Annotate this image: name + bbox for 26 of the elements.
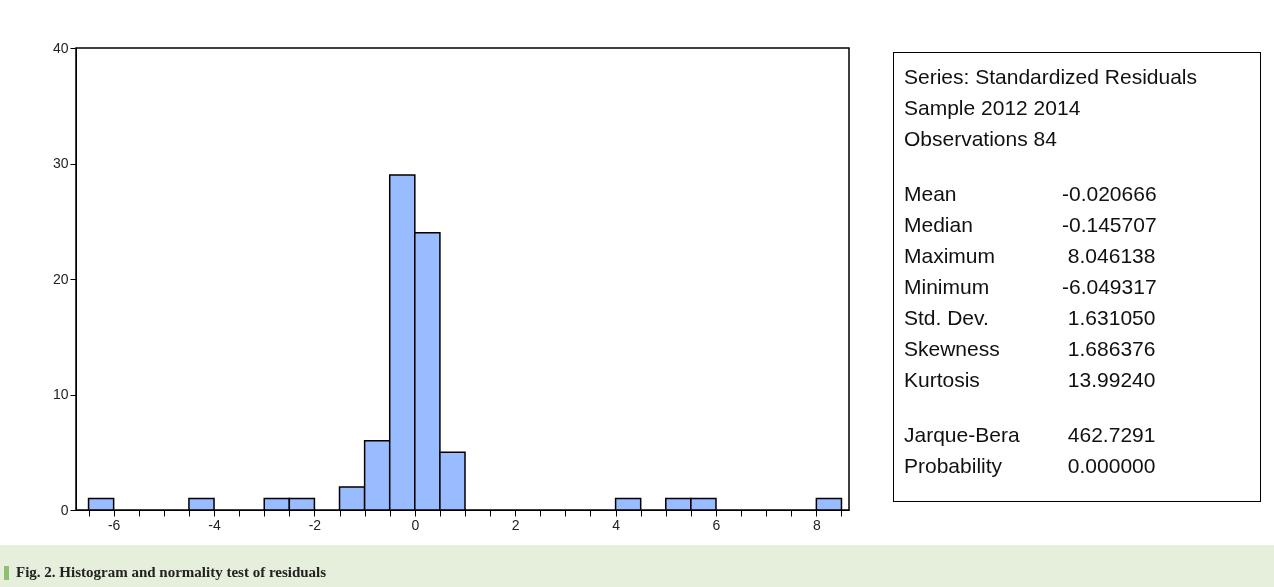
x-tick-label: -2 [308,516,322,533]
text: Maximum 8.046138 [904,244,1156,267]
caption: Fig. 2. Histogram and normality test of residuals [16,564,327,581]
text: Std. Dev. 1.631050 [904,306,1156,329]
x-tick-label: 4 [612,516,621,533]
x-tick-label: 2 [511,516,520,533]
text: Minimum -6.049317 [904,275,1157,298]
text: Observations 84 [904,126,1058,152]
x-tick-label: 6 [712,516,721,533]
y-tick-label: 10 [52,386,69,402]
x-tick-label: -6 [107,516,121,533]
x-tick-label: -4 [208,516,221,533]
y-tick-label: 20 [52,270,69,287]
text: Jarque-Bera 462.7291 [904,423,1156,446]
text: Skewness 1.686376 [904,337,1156,360]
y-tick-label: 30 [52,155,69,171]
text: Median -0.145707 [904,213,1157,236]
text: Sample 2012 2014 [904,95,1082,121]
text: Kurtosis 13.99240 [904,368,1156,391]
text: Probability 0.000000 [904,454,1156,477]
x-tick-label: 0 [411,516,420,533]
y-tick-label: 0 [60,501,69,518]
text: Series: Standardized Residuals [904,64,1198,90]
x-tick-label: 8 [812,516,821,533]
y-tick-label: 40 [52,39,69,56]
text: Mean -0.020666 [904,182,1157,205]
